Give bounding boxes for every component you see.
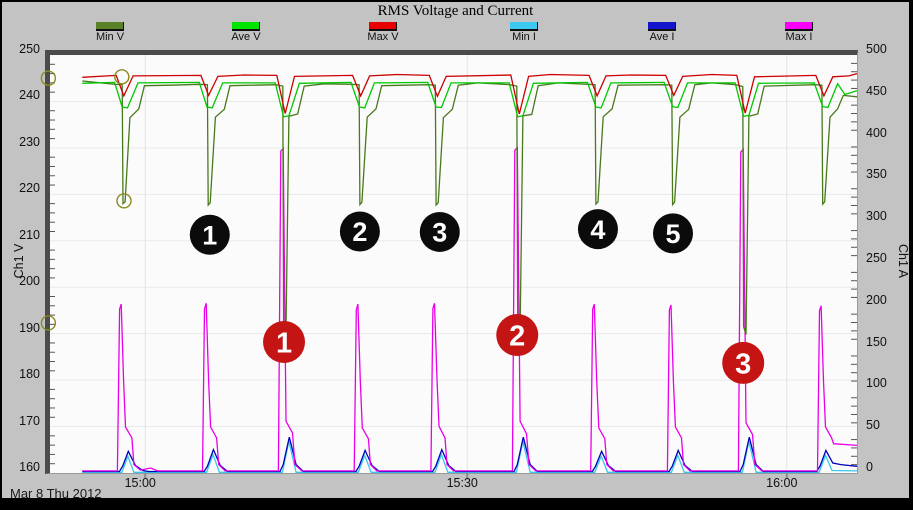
cursor-marker-circle	[40, 315, 57, 331]
red-badge-label-3: 3	[735, 348, 751, 380]
black-badge-label-3: 3	[432, 218, 447, 248]
legend: Min V Ave V Max V Min I Ave I Max I	[2, 2, 909, 48]
legend-item-ave-i[interactable]: Ave I	[632, 22, 692, 43]
right-axis-tick-500: 500	[866, 42, 887, 56]
x-axis-tick-1600: 16:00	[766, 476, 798, 490]
series-min-i	[82, 441, 858, 473]
cursor-marker-circle	[40, 70, 57, 86]
left-axis-tick-230: 230	[19, 134, 40, 149]
left-axis-tick-250: 250	[19, 42, 40, 56]
legend-swatch-max-v	[369, 22, 397, 31]
left-axis-tick-240: 240	[19, 88, 40, 103]
left-axis-tick-190: 190	[19, 320, 40, 335]
legend-swatch-ave-i	[648, 22, 676, 31]
black-badge-1[interactable]	[189, 214, 230, 255]
legend-item-min-v[interactable]: Min V	[80, 22, 140, 43]
black-badge-label-2: 2	[352, 217, 367, 247]
left-axis-tick-170: 170	[19, 413, 40, 428]
series-max-v	[82, 72, 858, 115]
legend-swatch-max-i	[785, 22, 813, 31]
legend-swatch-min-v	[96, 22, 124, 31]
legend-label-min-i: Min I	[512, 31, 536, 43]
right-axis-tick-100: 100	[866, 376, 887, 391]
right-axis-tick-50: 50	[866, 418, 880, 433]
legend-swatch-ave-v	[232, 22, 260, 31]
series-ave-v	[82, 81, 858, 118]
cursor-marker-circle	[116, 193, 132, 209]
legend-item-max-v[interactable]: Max V	[353, 22, 413, 43]
legend-item-max-i[interactable]: Max I	[769, 22, 829, 43]
x-axis-tick-1500: 15:00	[124, 476, 156, 490]
left-axis-tick-210: 210	[19, 227, 40, 242]
series-max-i	[82, 146, 858, 472]
red-badge-2[interactable]	[496, 314, 539, 357]
right-axis-tick-200: 200	[866, 292, 887, 307]
right-axis-tick-250: 250	[866, 251, 887, 265]
red-badge-label-1: 1	[276, 327, 292, 359]
series-ave-i	[82, 436, 858, 473]
black-badge-4[interactable]	[577, 209, 618, 250]
cursor-marker-circle	[114, 69, 130, 85]
black-badge-label-1: 1	[202, 220, 217, 250]
black-badge-2[interactable]	[339, 211, 380, 252]
right-axis-tick-350: 350	[866, 167, 887, 182]
date-label: Mar 8 Thu 2012	[10, 486, 102, 501]
legend-label-max-i: Max I	[785, 31, 813, 43]
red-badge-label-2: 2	[509, 321, 525, 353]
chart-title: RMS Voltage and Current	[377, 3, 534, 19]
black-badge-5[interactable]	[653, 213, 694, 254]
black-badge-3[interactable]	[419, 211, 460, 252]
legend-label-max-v: Max V	[367, 31, 399, 43]
right-axis-tick-300: 300	[866, 209, 887, 224]
x-axis-tick-1530: 15:30	[446, 476, 478, 490]
left-axis-tick-220: 220	[19, 181, 40, 196]
red-badge-1[interactable]	[263, 321, 306, 364]
legend-label-min-v: Min V	[95, 31, 125, 43]
plot-area: 1 2 3 4 5 1 2 3	[40, 50, 858, 478]
legend-item-min-i[interactable]: Min I	[494, 22, 554, 43]
legend-item-ave-v[interactable]: Ave V	[216, 22, 276, 43]
legend-label-ave-v: Ave V	[231, 31, 261, 43]
left-axis-tick-160: 160	[19, 460, 40, 474]
right-axis-tick-450: 450	[866, 83, 887, 98]
black-badge-label-4: 4	[590, 215, 605, 245]
right-axis-tick-150: 150	[866, 334, 887, 349]
right-axis-tick-400: 400	[866, 125, 887, 140]
right-axis-tick-0: 0	[866, 460, 873, 474]
legend-swatch-min-i	[510, 22, 538, 31]
red-badge-3[interactable]	[722, 341, 765, 384]
black-badge-label-5: 5	[665, 219, 680, 249]
left-axis-tick-180: 180	[19, 367, 40, 382]
left-axis-tick-200: 200	[19, 274, 40, 289]
legend-label-ave-i: Ave I	[649, 31, 675, 43]
plot-svg: 1 2 3 4 5 1 2 3	[40, 55, 858, 478]
